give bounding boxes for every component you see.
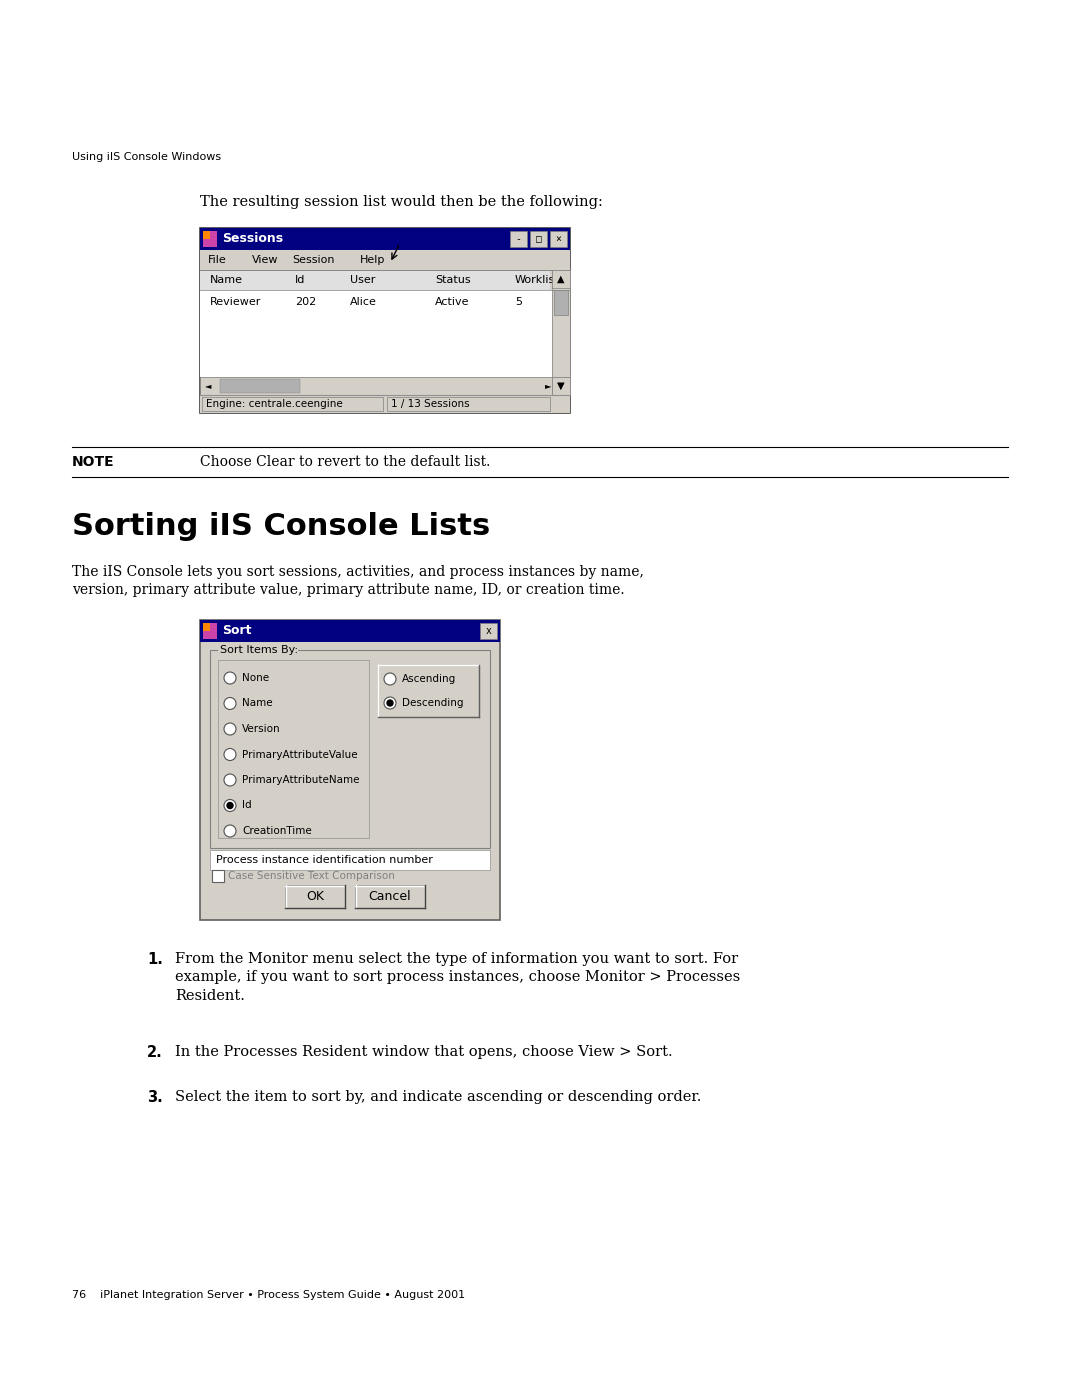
Text: 202: 202 [295, 298, 316, 307]
Text: Version: Version [242, 724, 281, 733]
Bar [200, 291, 552, 377]
Circle shape [384, 697, 396, 710]
Circle shape [384, 673, 396, 685]
Text: Name: Name [210, 275, 243, 285]
Text: -: - [515, 235, 522, 244]
Text: ▼: ▼ [557, 381, 564, 391]
Text: Session: Session [292, 256, 335, 265]
Bar [203, 623, 217, 638]
Text: 1 / 13 Sessions: 1 / 13 Sessions [391, 400, 470, 409]
Text: Case Sensitive Text Comparison: Case Sensitive Text Comparison [228, 870, 395, 882]
Text: Cancel: Cancel [368, 890, 411, 902]
Text: Worklist: Worklist [515, 275, 559, 285]
Bar [202, 397, 383, 411]
Text: Sort Items By:: Sort Items By: [220, 645, 298, 655]
Text: 76    iPlanet Integration Server • Process System Guide • August 2001: 76 iPlanet Integration Server • Process … [72, 1289, 465, 1301]
Text: From the Monitor menu select the type of information you want to sort. For
examp: From the Monitor menu select the type of… [175, 951, 740, 1003]
Bar [387, 397, 550, 411]
Text: Ascending: Ascending [402, 673, 456, 685]
Text: Descending: Descending [402, 698, 463, 708]
Bar [200, 250, 570, 270]
Text: OK: OK [306, 890, 324, 902]
Text: Name: Name [242, 698, 272, 708]
Text: 1.: 1. [147, 951, 163, 967]
Text: Choose Clear to revert to the default list.: Choose Clear to revert to the default li… [200, 455, 490, 469]
Circle shape [227, 802, 233, 809]
Bar [530, 231, 546, 247]
Text: 3.: 3. [147, 1090, 163, 1105]
Text: ▼: ▼ [557, 381, 565, 391]
Text: Select the item to sort by, and indicate ascending or descending order.: Select the item to sort by, and indicate… [175, 1090, 701, 1104]
Circle shape [224, 672, 237, 685]
Text: The resulting session list would then be the following:: The resulting session list would then be… [200, 196, 603, 210]
Text: ▲: ▲ [557, 274, 565, 284]
Text: Reviewer: Reviewer [210, 298, 261, 307]
Text: View: View [252, 256, 279, 265]
Circle shape [224, 697, 237, 710]
Text: None: None [242, 673, 269, 683]
Text: Status: Status [435, 275, 471, 285]
Bar [203, 231, 210, 239]
Bar [220, 379, 300, 393]
Text: Sessions: Sessions [222, 232, 283, 246]
Bar [203, 623, 210, 631]
Bar [200, 377, 552, 395]
Bar [510, 231, 527, 247]
Text: Sort: Sort [222, 624, 252, 637]
Text: Alice: Alice [350, 298, 377, 307]
Bar [355, 886, 426, 908]
Text: File: File [208, 256, 227, 265]
Bar [552, 377, 570, 395]
Text: ×: × [555, 235, 562, 244]
Bar [212, 870, 224, 882]
Bar [200, 228, 570, 250]
Text: Sorting iIS Console Lists: Sorting iIS Console Lists [72, 511, 490, 541]
Circle shape [224, 774, 237, 787]
Text: x: x [486, 626, 491, 636]
Bar [200, 228, 570, 414]
Bar [200, 395, 570, 414]
Text: Help: Help [360, 256, 386, 265]
Bar [203, 231, 217, 247]
Bar [285, 886, 345, 908]
Bar [552, 377, 570, 395]
Text: PrimaryAttributeValue: PrimaryAttributeValue [242, 750, 357, 760]
Bar [378, 665, 478, 717]
Text: Id: Id [242, 800, 252, 810]
Bar [480, 623, 497, 638]
Text: PrimaryAttributeName: PrimaryAttributeName [242, 775, 360, 785]
Text: Process instance identification number: Process instance identification number [216, 855, 433, 865]
Text: CreationTime: CreationTime [242, 826, 312, 835]
Bar [200, 620, 500, 921]
Text: ◄: ◄ [205, 381, 212, 391]
Circle shape [387, 700, 393, 705]
Bar [550, 231, 567, 247]
Text: Engine: centrale.ceengine: Engine: centrale.ceengine [206, 400, 342, 409]
Circle shape [224, 799, 237, 812]
Text: 5: 5 [515, 298, 522, 307]
Text: In the Processes Resident window that opens, choose View > Sort.: In the Processes Resident window that op… [175, 1045, 673, 1059]
Text: ►: ► [545, 381, 552, 391]
Bar [218, 659, 369, 838]
Bar [218, 644, 298, 657]
Bar [554, 291, 568, 314]
Text: The iIS Console lets you sort sessions, activities, and process instances by nam: The iIS Console lets you sort sessions, … [72, 564, 644, 598]
Circle shape [224, 826, 237, 837]
Text: Using iIS Console Windows: Using iIS Console Windows [72, 152, 221, 162]
Circle shape [224, 724, 237, 735]
Bar [200, 270, 550, 291]
Bar [200, 620, 500, 643]
Text: Id: Id [295, 275, 306, 285]
Bar [552, 270, 570, 395]
Bar [210, 849, 490, 870]
Text: 2.: 2. [147, 1045, 163, 1060]
Text: Active: Active [435, 298, 470, 307]
Text: User: User [350, 275, 376, 285]
Circle shape [224, 749, 237, 760]
Text: □: □ [536, 235, 541, 244]
Bar [210, 650, 490, 848]
Bar [552, 270, 570, 288]
Text: NOTE: NOTE [72, 455, 114, 469]
